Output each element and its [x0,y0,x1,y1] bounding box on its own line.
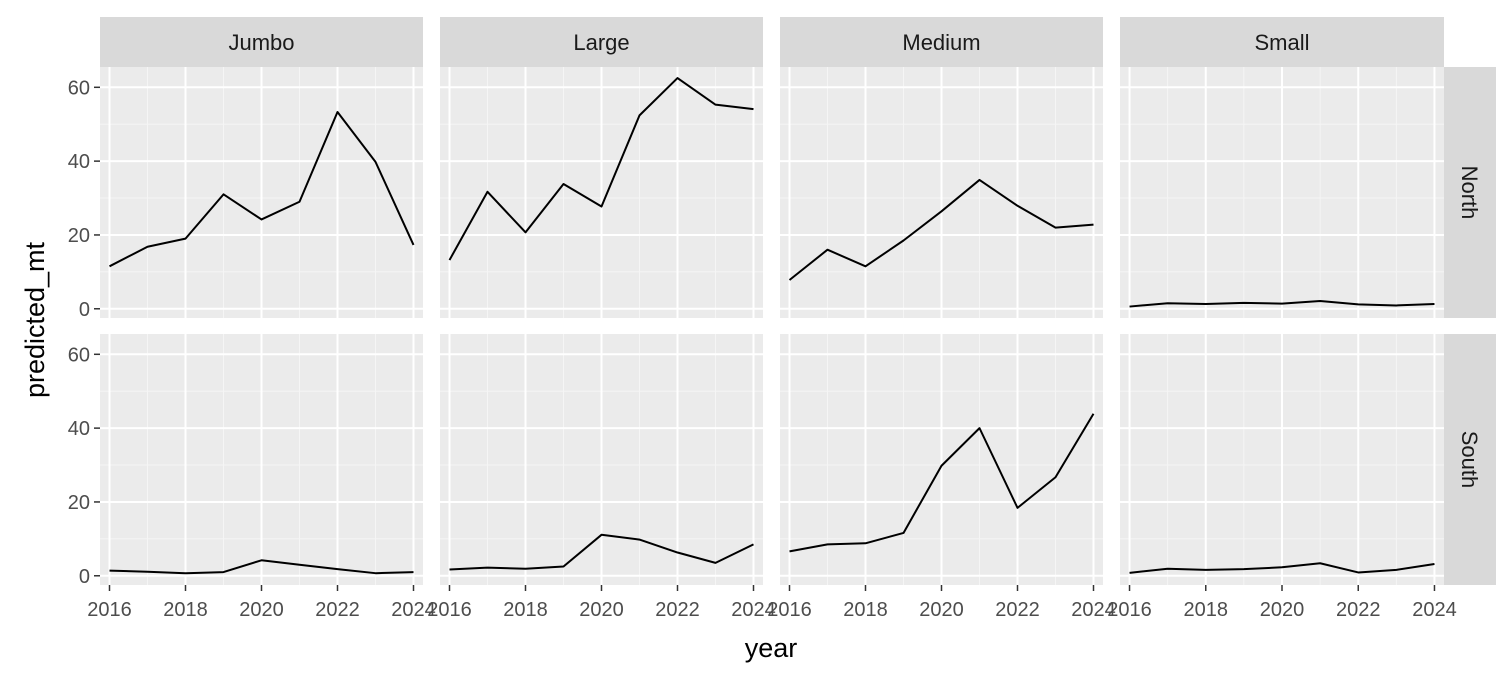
x-tick-label: 2016 [767,599,812,621]
strip-background [100,17,423,67]
strip-small: Small [1120,17,1444,67]
panels-layer [100,67,1444,585]
strip-label-small: Small [1254,30,1309,55]
panel-north-large [440,67,763,318]
x-tick-label: 2020 [1260,599,1305,621]
x-tick-label: 2020 [579,599,624,621]
y-tick-label: 60 [68,344,90,366]
x-axis-title: year [745,633,798,663]
strip-label-south: South [1457,431,1482,489]
series-line-south-jumbo [109,559,414,575]
x-tick-label: 2020 [239,599,284,621]
x-tick-label: 2022 [995,599,1040,621]
y-tick-label: 40 [68,418,90,440]
y-tick-label: 40 [68,151,90,173]
y-tick-label: 20 [68,225,90,247]
panel-south-jumbo [100,334,423,585]
strip-large: Large [440,17,763,67]
x-tick-label: 2018 [503,599,548,621]
series-line-north-jumbo [109,111,415,268]
strip-background [1444,67,1496,318]
strip-label-north: North [1457,166,1482,220]
x-tick-label: 2018 [843,599,888,621]
series-line-south-large [449,533,754,571]
x-tick-label: 2018 [163,599,208,621]
x-tick-label: 2018 [1184,599,1229,621]
x-tick-label: 2022 [655,599,700,621]
panel-north-jumbo [100,67,423,318]
strip-label-large: Large [573,30,629,55]
series-line-north-large [448,77,754,261]
panel-south-large [440,334,763,585]
strip-jumbo: Jumbo [100,17,423,67]
x-tick-label: 2024 [1071,599,1116,621]
series-line-south-small [1129,562,1435,574]
panel-north-small [1120,67,1444,318]
series-line-north-medium [788,178,1094,281]
strip-background [440,17,763,67]
y-tick-label: 0 [79,566,90,588]
x-tick-label: 2022 [1336,599,1381,621]
y-tick-label: 60 [68,77,90,99]
strip-label-medium: Medium [902,30,980,55]
strip-north: North [1444,67,1496,318]
strip-background [780,17,1103,67]
y-axis-title: predicted_mt [20,241,50,398]
x-tick-label: 2016 [87,599,132,621]
x-tick-label: 2024 [731,599,776,621]
strip-background [1120,17,1444,67]
series-line-south-medium [789,413,1095,553]
panel-south-small [1120,334,1444,585]
strip-label-jumbo: Jumbo [228,30,294,55]
x-tick-label: 2022 [315,599,360,621]
y-tick-label: 20 [68,492,90,514]
y-tick-label: 0 [79,299,90,321]
x-tick-label: 2016 [1107,599,1152,621]
panel-south-medium [780,334,1103,585]
x-tick-label: 2016 [427,599,472,621]
strip-background [1444,334,1496,585]
y-axis-layer: 0 20 40 60 0 20 40 60 [68,77,100,588]
facet-strips-layer: Jumbo Large Medium Small North South [100,17,1496,585]
x-tick-label: 2024 [391,599,436,621]
x-tick-label: 2020 [919,599,964,621]
panel-north-medium [780,67,1103,318]
series-line-north-small [1129,300,1435,308]
x-tick-label: 2024 [1412,599,1457,621]
strip-south: South [1444,334,1496,585]
strip-medium: Medium [780,17,1103,67]
